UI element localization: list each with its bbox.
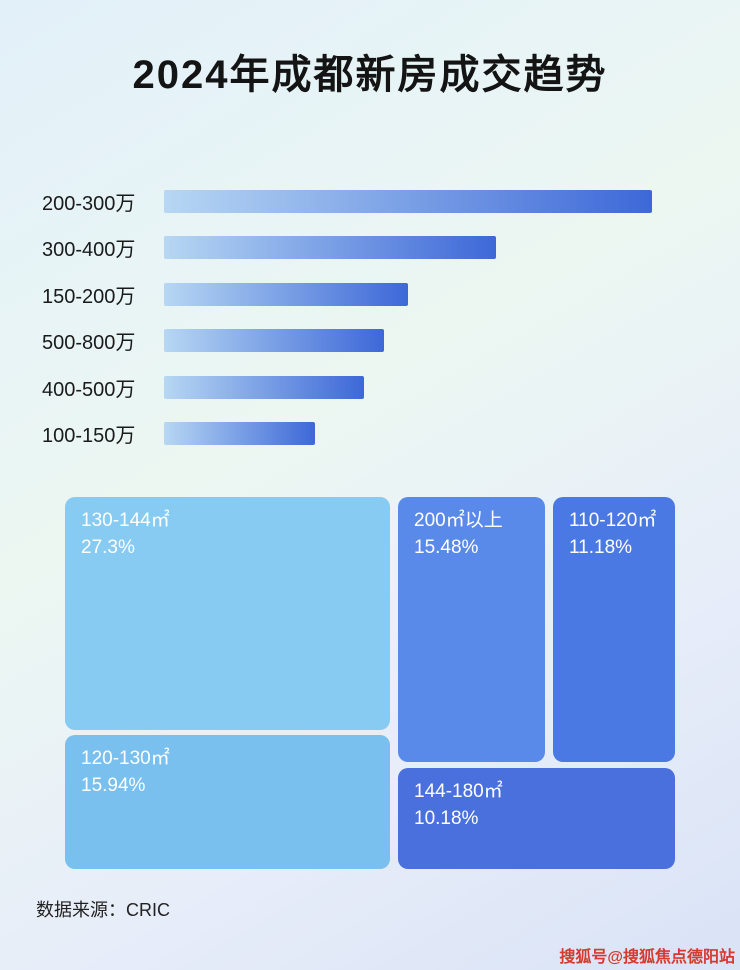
treemap-tile-value: 15.48%: [414, 536, 479, 558]
treemap-tile: 144-180㎡ 10.18%: [398, 768, 675, 869]
bar: [164, 189, 652, 213]
treemap-tile-label: 200㎡以上: [414, 510, 503, 531]
bar: [164, 236, 496, 260]
bar-category-label: 150-200万: [42, 285, 136, 308]
bar: [164, 329, 384, 353]
treemap-tile: 130-144㎡ 27.3%: [65, 497, 390, 730]
bar-category-label: 300-400万: [42, 239, 136, 262]
bar-category-label: 200-300万: [42, 192, 136, 215]
treemap-tile-label: 120-130㎡: [81, 748, 170, 769]
treemap-tile-value: 10.18%: [414, 807, 479, 829]
treemap-tile-value: 27.3%: [81, 536, 135, 558]
watermark: 搜狐号@搜狐焦点德阳站: [559, 949, 735, 966]
bar-category-label: 100-150万: [42, 425, 136, 448]
bar-track: [164, 329, 652, 353]
bar-track: [164, 282, 652, 306]
bar-row: 100-150万: [42, 411, 702, 458]
bar: [164, 282, 408, 306]
bar-track: [164, 236, 652, 260]
bar: [164, 375, 365, 399]
bar-row: 300-400万: [42, 225, 702, 272]
bar-track: [164, 422, 652, 446]
treemap-tile: 200㎡以上 15.48%: [398, 497, 545, 762]
treemap-tile: 110-120㎡ 11.18%: [553, 497, 675, 762]
bar-chart: 200-300万 300-400万 150-200万 500-800万 400-500万…: [42, 178, 702, 457]
bar-row: 500-800万: [42, 318, 702, 365]
bar-category-label: 500-800万: [42, 332, 136, 355]
bar-row: 200-300万: [42, 178, 702, 225]
bar-category-label: 400-500万: [42, 378, 136, 401]
page-title: 2024年成都新房成交趋势: [132, 53, 608, 97]
bar-track: [164, 189, 652, 213]
bar-track: [164, 375, 652, 399]
treemap-tile-value: 11.18%: [569, 536, 633, 558]
treemap-tile: 120-130㎡ 15.94%: [65, 735, 390, 869]
treemap-tile-label: 110-120㎡: [569, 510, 657, 531]
bar-row: 400-500万: [42, 364, 702, 411]
bar: [164, 422, 316, 446]
treemap-tile-value: 15.94%: [81, 774, 146, 796]
treemap-tile-label: 144-180㎡: [414, 781, 503, 802]
treemap: 130-144㎡ 27.3% 200㎡以上 15.48% 110-120㎡ 11…: [65, 497, 675, 869]
treemap-tile-label: 130-144㎡: [81, 510, 170, 531]
bar-row: 150-200万: [42, 271, 702, 318]
data-source-note: 数据来源：CRIC: [36, 900, 170, 920]
